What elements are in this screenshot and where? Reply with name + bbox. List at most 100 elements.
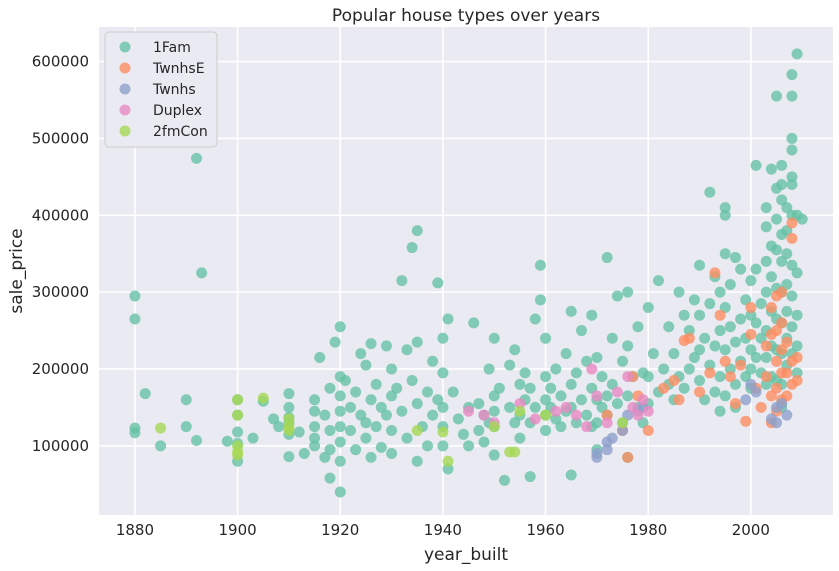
data-point <box>334 455 346 467</box>
data-point <box>324 382 336 394</box>
data-point <box>396 405 408 417</box>
data-point <box>396 275 408 287</box>
data-point <box>750 263 762 275</box>
data-point <box>350 386 362 398</box>
legend-box <box>104 31 218 148</box>
data-point <box>360 417 372 429</box>
data-point <box>709 386 721 398</box>
legend-label: Duplex <box>153 103 202 119</box>
data-point <box>283 388 295 400</box>
legend-label: Twnhs <box>152 82 196 98</box>
data-point <box>309 440 321 452</box>
data-point <box>714 325 726 337</box>
data-point <box>683 332 695 344</box>
data-point <box>729 252 741 264</box>
data-point <box>555 421 567 433</box>
data-point <box>735 313 747 325</box>
data-point <box>411 225 423 237</box>
data-point <box>714 371 726 383</box>
data-point <box>155 422 167 434</box>
data-point <box>247 432 259 444</box>
data-point <box>581 409 593 421</box>
data-point <box>668 348 680 360</box>
data-point <box>524 382 536 394</box>
data-point <box>427 409 439 421</box>
data-point <box>611 398 623 410</box>
data-point <box>365 451 377 463</box>
data-point <box>380 409 392 421</box>
data-point <box>786 232 798 244</box>
data-point <box>622 390 634 402</box>
data-point <box>504 401 516 413</box>
data-point <box>488 449 500 461</box>
x-tick-label: 1940 <box>424 521 462 539</box>
data-point <box>694 259 706 271</box>
data-point <box>534 294 546 306</box>
y-tick-label: 400000 <box>32 206 89 224</box>
data-point <box>375 441 387 453</box>
data-point <box>432 277 444 289</box>
data-point <box>232 426 244 438</box>
data-point <box>370 378 382 390</box>
data-point <box>760 255 772 267</box>
data-point <box>401 344 413 356</box>
legend-marker <box>119 104 131 116</box>
data-point <box>514 405 526 417</box>
x-tick-label: 1980 <box>629 521 667 539</box>
data-point <box>540 409 552 421</box>
data-point <box>488 421 500 433</box>
data-point <box>437 367 449 379</box>
legend-label: TwnhsE <box>152 61 205 77</box>
data-point <box>796 213 808 225</box>
data-point <box>704 367 716 379</box>
data-point <box>129 427 141 439</box>
x-tick-label: 2000 <box>732 521 770 539</box>
data-point <box>771 244 783 256</box>
data-point <box>740 394 752 406</box>
data-point <box>791 267 803 279</box>
data-point <box>155 440 167 452</box>
data-point <box>180 394 192 406</box>
data-points <box>129 48 808 498</box>
data-point <box>473 424 485 436</box>
data-point <box>509 344 521 356</box>
data-point <box>791 48 803 60</box>
data-point <box>709 340 721 352</box>
data-point <box>755 401 767 413</box>
legend-marker <box>119 41 131 53</box>
data-point <box>606 332 618 344</box>
data-point <box>360 359 372 371</box>
data-point <box>765 271 777 283</box>
data-point <box>791 375 803 387</box>
data-point <box>719 390 731 402</box>
data-point <box>473 398 485 410</box>
data-point <box>591 351 603 363</box>
data-point <box>437 426 449 438</box>
data-point <box>745 363 757 375</box>
data-point <box>596 371 608 383</box>
series-twnhs <box>591 378 793 463</box>
data-point <box>724 321 736 333</box>
data-point <box>745 302 757 314</box>
data-point <box>581 421 593 433</box>
data-point <box>606 432 618 444</box>
data-point <box>570 367 582 379</box>
data-point <box>586 363 598 375</box>
data-point <box>755 298 767 310</box>
data-point <box>771 90 783 102</box>
data-point <box>360 432 372 444</box>
y-tick-label: 600000 <box>32 53 89 71</box>
data-point <box>401 432 413 444</box>
data-point <box>683 325 695 337</box>
data-point <box>622 451 634 463</box>
data-point <box>196 267 208 279</box>
data-point <box>329 336 341 348</box>
data-point <box>534 259 546 271</box>
data-point <box>550 405 562 417</box>
data-point <box>771 417 783 429</box>
data-point <box>704 298 716 310</box>
data-point <box>776 159 788 171</box>
data-point <box>365 394 377 406</box>
data-point <box>622 371 634 383</box>
data-point <box>760 351 772 363</box>
